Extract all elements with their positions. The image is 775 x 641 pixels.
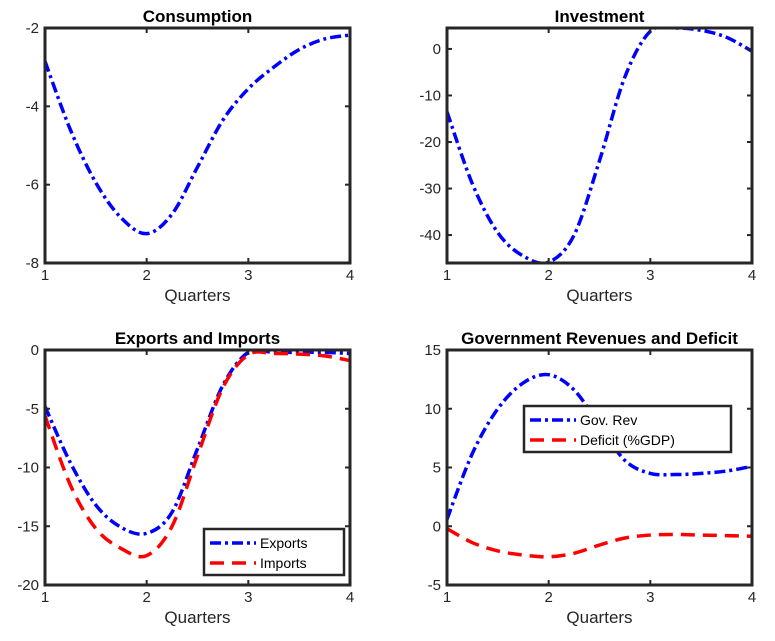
y-tick-label: 0 [433,41,441,58]
series-line-main [45,33,350,236]
y-tick-label: -30 [419,181,441,198]
x-tick-label: 3 [244,267,252,284]
x-tick-label: 3 [244,589,252,606]
legend: Exports Imports [202,527,346,577]
axes-box [445,26,754,265]
y-tick-label: -10 [17,460,39,477]
y-tick-label: -20 [17,577,39,594]
panel-gov-revenue-deficit: Government Revenues and Deficit 1 2 3 4 -5 0 5 1… [424,329,756,627]
axes-box [43,26,352,265]
x-tick-label: 1 [443,267,451,284]
x-tick-label: 2 [544,267,552,284]
legend-label: Deficit (%GDP) [580,432,675,448]
y-tick-label: -6 [26,177,39,194]
x-tick-label: 1 [41,267,49,284]
legend: Gov. Rev Deficit (%GDP) [522,404,733,454]
legend-box [522,404,733,454]
x-tick-label: 4 [748,589,756,606]
panel-exports-imports: Exports and Imports 1 2 3 4 -20 -15 -10 -5 0 Quart… [17,329,354,627]
y-tick-label: -10 [419,87,441,104]
y-tick-label: -8 [26,255,39,272]
x-tick-label: 4 [748,267,756,284]
panel-title: Government Revenues and Deficit [461,329,738,348]
y-tick-label: 10 [424,401,441,418]
y-tick-label: -15 [17,518,39,535]
x-tick-label: 4 [346,267,354,284]
x-tick-label: 4 [346,589,354,606]
y-tick-label: 0 [433,518,441,535]
panel-title: Investment [555,7,645,26]
y-tick-label: -20 [419,134,441,151]
x-tick-label: 2 [544,589,552,606]
legend-box [202,527,346,577]
panel-title: Consumption [143,7,253,26]
x-tick-label: 1 [443,589,451,606]
y-tick-label: 15 [424,342,441,359]
y-tick-label: 5 [433,460,441,477]
legend-label: Gov. Rev [580,412,637,428]
x-tick-label: 2 [142,589,150,606]
series-line-main [447,28,752,263]
panel-consumption: Consumption 1 2 3 4 -8 -6 -4 -2 Quarters [26,7,355,305]
x-axis-label: Quarters [164,286,230,305]
legend-label: Imports [260,555,307,571]
x-tick-label: 1 [41,589,49,606]
legend-label: Exports [260,535,307,551]
x-axis-label: Quarters [566,608,632,627]
x-axis-label: Quarters [566,286,632,305]
y-tick-label: -5 [428,577,441,594]
panel-investment: Investment 1 2 3 4 -40 -30 -20 -10 0 Quarters [419,7,756,305]
y-tick-label: 0 [31,342,39,359]
x-axis-label: Quarters [164,608,230,627]
series-line-imports [45,350,350,559]
series-line-deficit-gdp [447,527,752,559]
panel-title: Exports and Imports [115,329,280,348]
y-tick-label: -5 [26,401,39,418]
y-tick-label: -4 [26,98,39,115]
x-tick-label: 2 [142,267,150,284]
y-tick-label: -2 [26,20,39,37]
series-line-exports [45,350,350,536]
x-tick-label: 3 [646,267,654,284]
x-tick-label: 3 [646,589,654,606]
y-tick-label: -40 [419,227,441,244]
